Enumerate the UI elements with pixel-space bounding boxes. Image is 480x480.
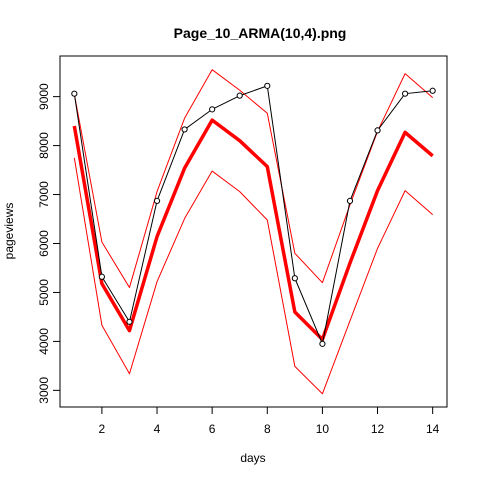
data-point-observed [72, 91, 77, 96]
data-point-observed [320, 341, 325, 346]
y-tick-label: 6000 [37, 230, 51, 257]
x-tick-label: 8 [264, 422, 271, 436]
series-line-observed [74, 86, 432, 344]
data-point-observed [265, 83, 270, 88]
data-point-observed [430, 88, 435, 93]
data-point-observed [127, 319, 132, 324]
data-point-observed [237, 93, 242, 98]
x-axis-label: days [240, 451, 265, 465]
data-point-observed [375, 128, 380, 133]
x-tick-label: 4 [154, 422, 161, 436]
y-tick-label: 3000 [37, 377, 51, 404]
y-tick-label: 9000 [37, 83, 51, 110]
y-tick-label: 5000 [37, 279, 51, 306]
data-point-observed [347, 198, 352, 203]
x-tick-label: 12 [371, 422, 385, 436]
y-axis: 3000 4000 5000 6000 7000 8000 9000 [37, 83, 60, 404]
x-axis: 2 4 6 8 10 12 14 [99, 407, 440, 436]
data-point-observed [403, 91, 408, 96]
y-axis-label: pageviews [2, 203, 16, 260]
x-tick-label: 6 [209, 422, 216, 436]
x-tick-label: 2 [99, 422, 106, 436]
y-tick-label: 8000 [37, 132, 51, 159]
series-layer [72, 70, 436, 394]
series-line-upper-bound [74, 70, 432, 288]
data-point-observed [154, 198, 159, 203]
x-tick-label: 10 [316, 422, 330, 436]
y-tick-label: 7000 [37, 181, 51, 208]
series-line-lower-bound [74, 158, 432, 394]
data-point-observed [182, 127, 187, 132]
data-point-observed [210, 107, 215, 112]
series-line-forecast [74, 120, 432, 339]
x-tick-label: 14 [426, 422, 440, 436]
y-tick-label: 4000 [37, 328, 51, 355]
data-point-observed [99, 274, 104, 279]
data-point-observed [292, 276, 297, 281]
chart-title: Page_10_ARMA(10,4).png [174, 25, 347, 41]
